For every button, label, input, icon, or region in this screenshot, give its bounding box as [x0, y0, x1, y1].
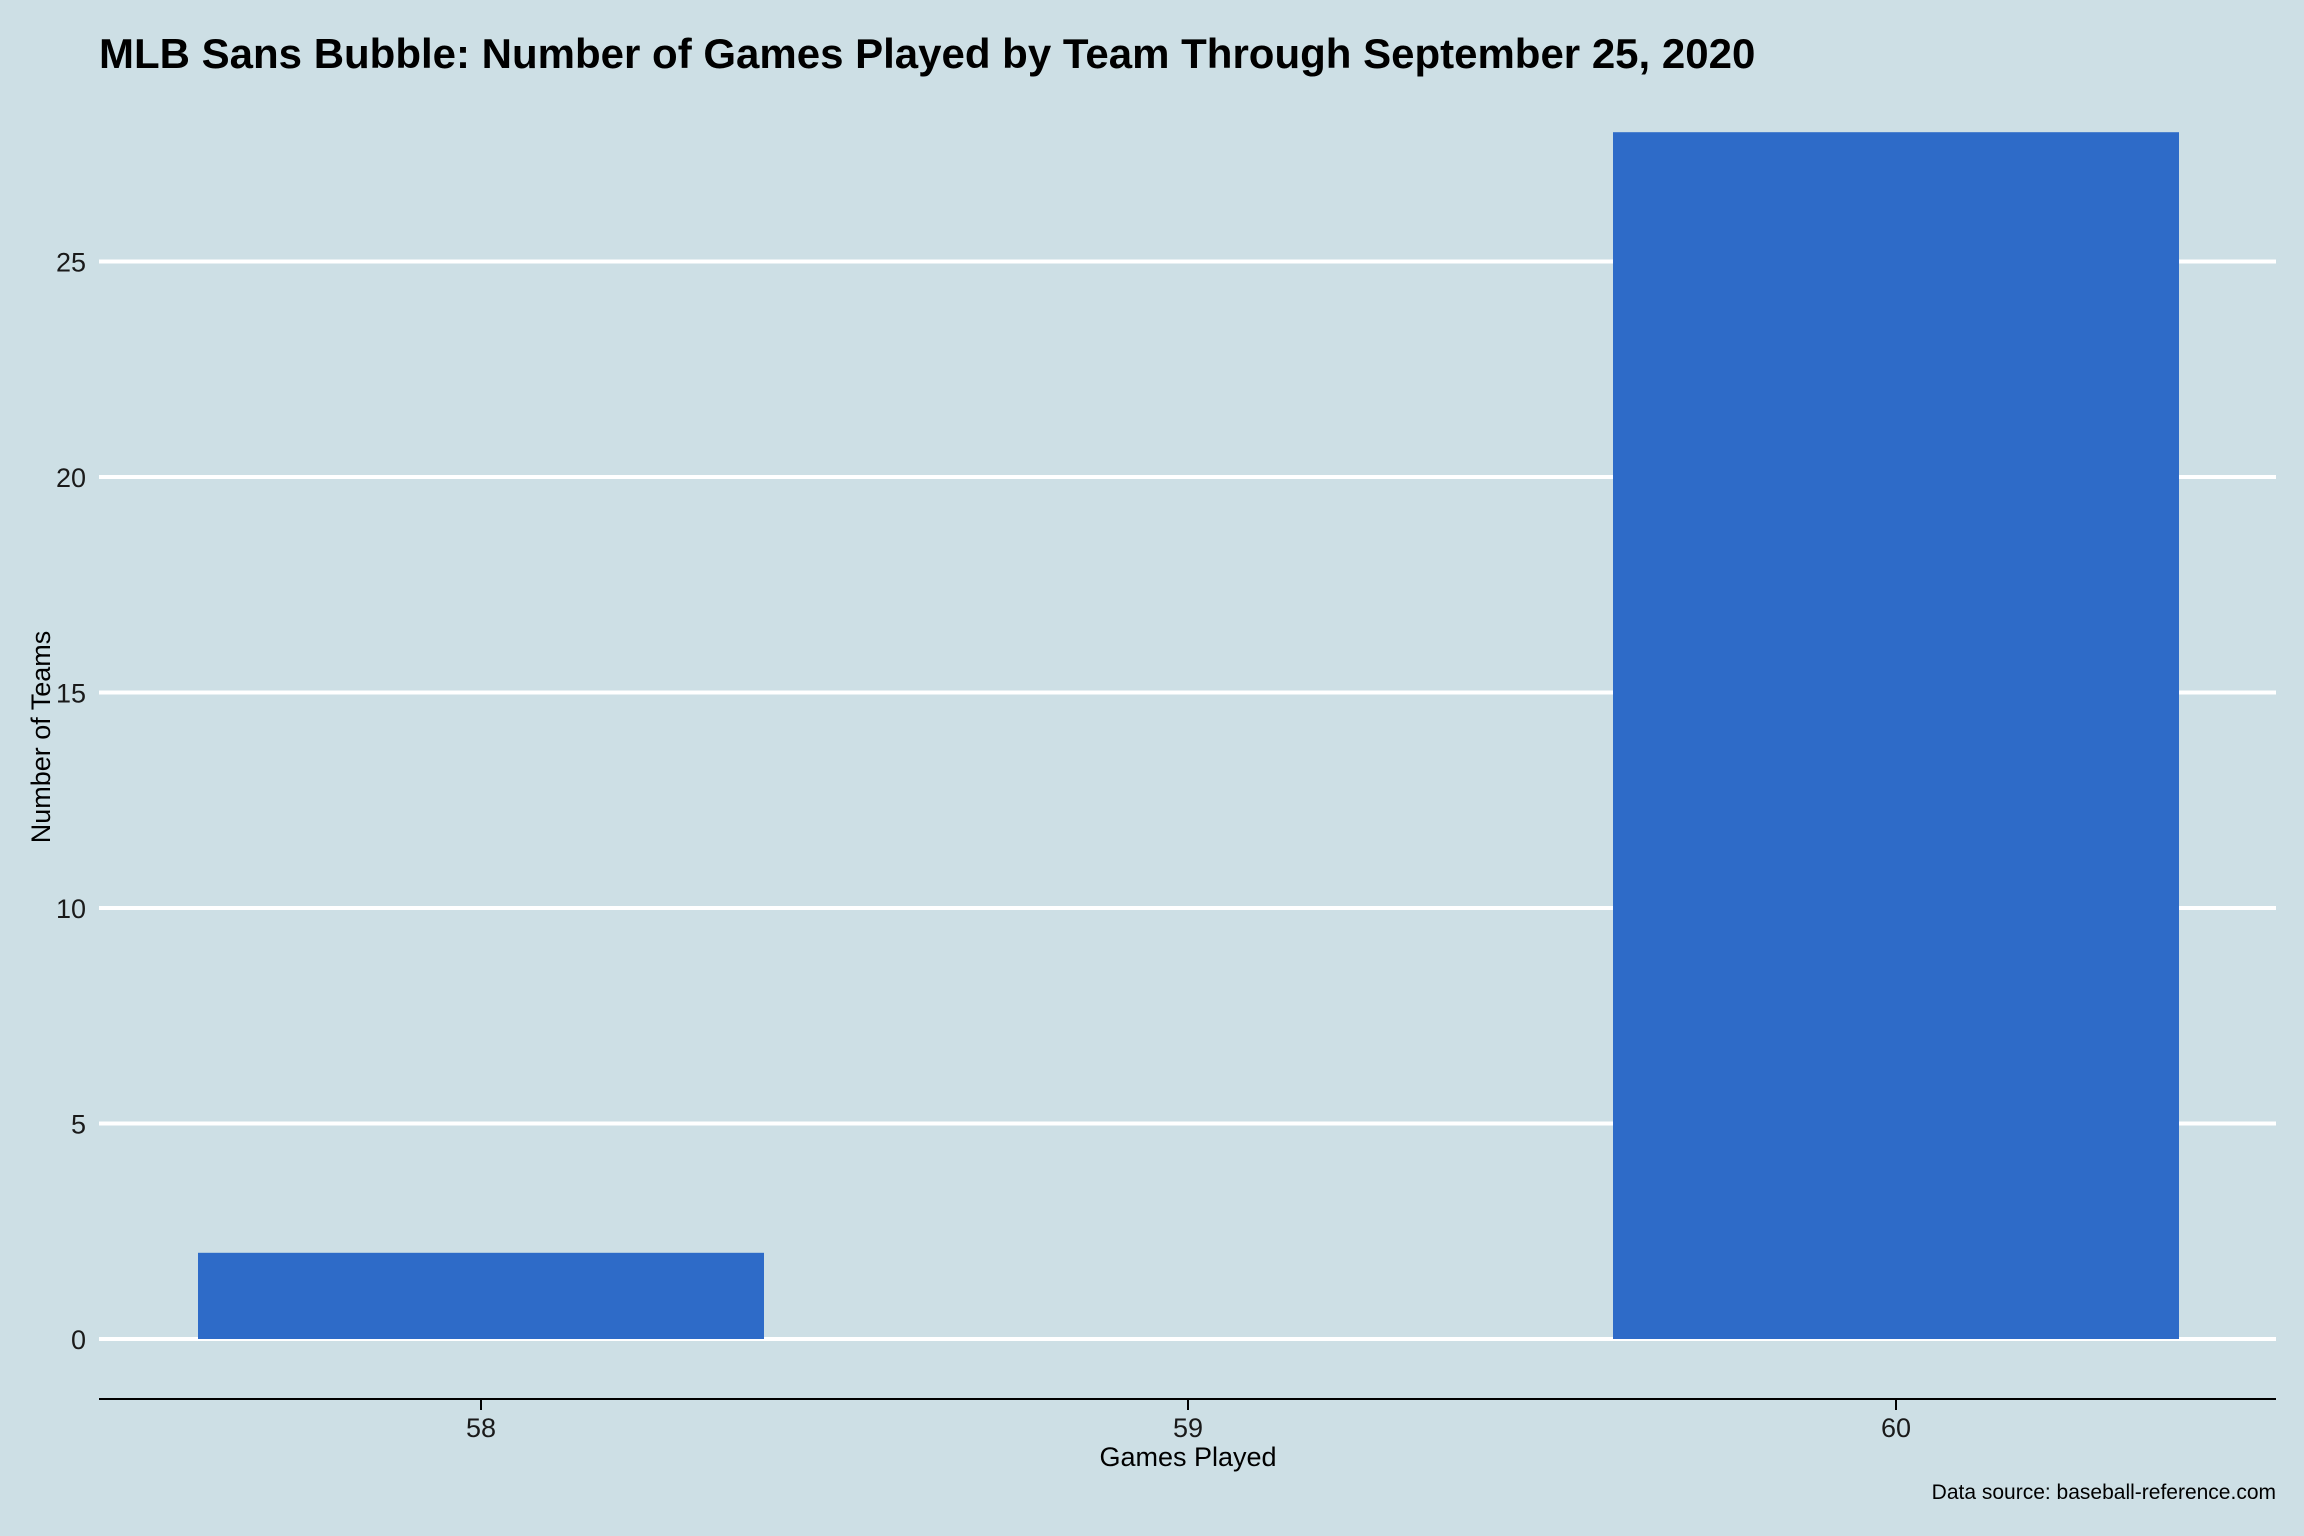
bars — [198, 132, 2179, 1340]
x-tick-label-59: 59 — [1173, 1413, 1203, 1443]
y-tick-label-15: 15 — [56, 679, 86, 709]
bar-58 — [198, 1252, 764, 1339]
chart-title: MLB Sans Bubble: Number of Games Played … — [99, 30, 1755, 77]
y-tick-label-10: 10 — [56, 894, 86, 924]
y-tick-label-5: 5 — [71, 1110, 86, 1140]
x-tick-label-58: 58 — [466, 1413, 496, 1443]
y-tick-label-0: 0 — [71, 1325, 86, 1355]
data-source-caption: Data source: baseball-reference.com — [1932, 1481, 2276, 1504]
bar-60 — [1613, 132, 2179, 1340]
x-tick-label-60: 60 — [1881, 1413, 1911, 1443]
x-axis-label: Games Played — [1099, 1442, 1276, 1472]
x-tick-labels: 58 59 60 — [466, 1399, 1911, 1443]
y-tick-labels: 0 5 10 15 20 25 — [56, 248, 86, 1356]
y-tick-label-25: 25 — [56, 248, 86, 278]
y-axis-label: Number of Teams — [26, 631, 56, 844]
y-tick-label-20: 20 — [56, 463, 86, 493]
